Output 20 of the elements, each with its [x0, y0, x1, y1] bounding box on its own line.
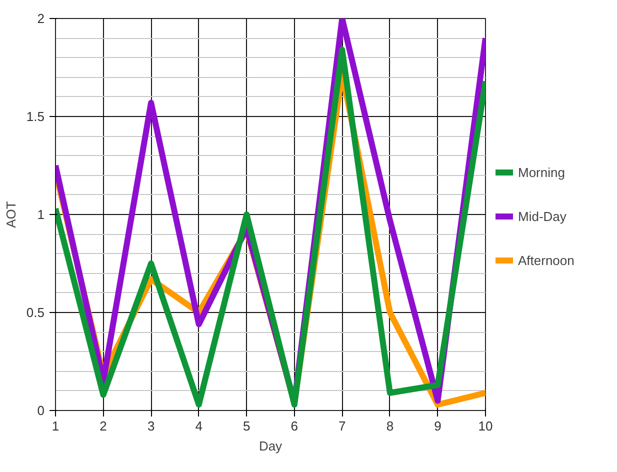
- x-tick-label: 2: [100, 418, 107, 434]
- x-tick-label: 3: [147, 418, 155, 434]
- x-tick-label: 5: [242, 418, 250, 434]
- legend-label: Morning: [518, 164, 565, 180]
- x-tick-label: 7: [338, 418, 346, 434]
- legend-label: Mid-Day: [518, 208, 566, 224]
- x-tick-label: 9: [434, 418, 442, 434]
- x-tick-label: 6: [290, 418, 298, 434]
- legend-label: Afternoon: [518, 252, 574, 268]
- y-tick-label: 1.5: [26, 109, 45, 124]
- x-tick-label: 10: [478, 418, 493, 434]
- x-axis-title: Day: [258, 438, 283, 454]
- y-tick-label: 0: [37, 403, 45, 418]
- y-tick-label: 2: [37, 11, 45, 26]
- y-axis-title: AOT: [3, 201, 18, 228]
- y-tick-label: 0.5: [26, 305, 45, 320]
- x-tick-label: 8: [386, 418, 394, 434]
- y-tick-label: 1: [37, 207, 45, 222]
- x-tick-label: 1: [52, 418, 60, 434]
- x-tick-label: 4: [195, 418, 202, 434]
